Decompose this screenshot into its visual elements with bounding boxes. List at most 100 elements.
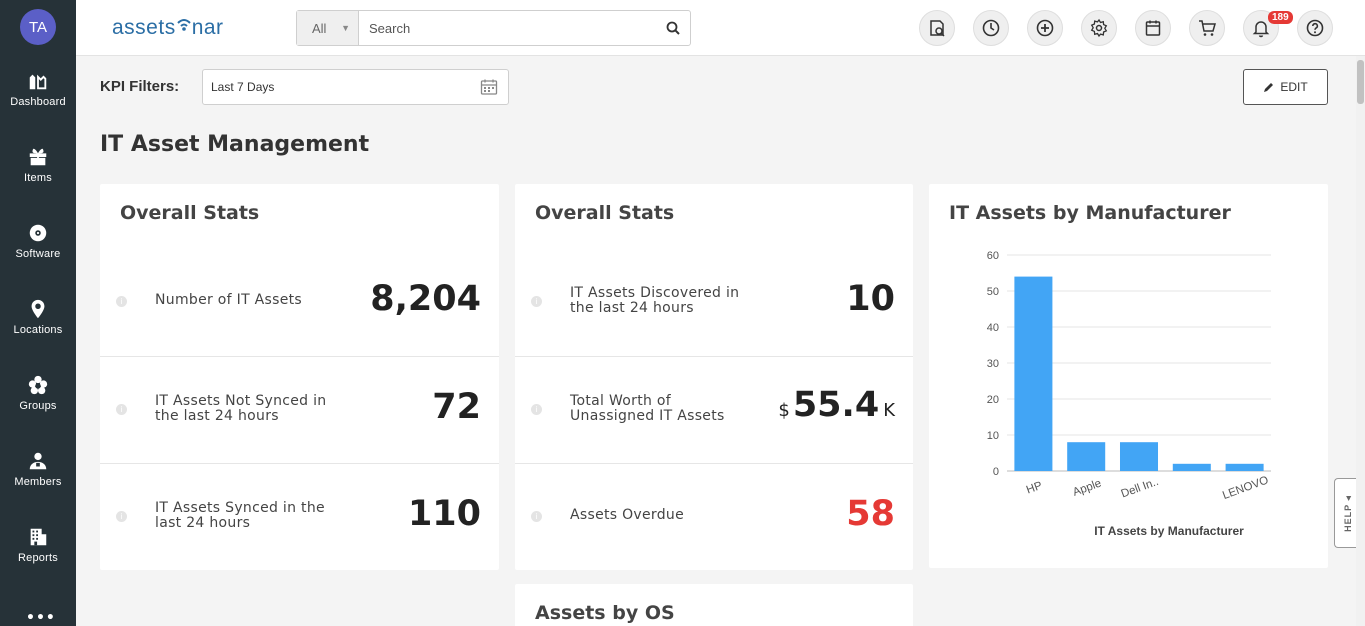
- stat-row: i Number of IT Assets 8,204: [100, 249, 499, 356]
- notification-count-badge: 189: [1268, 11, 1293, 24]
- stat-row: i IT Assets Not Synced in the last 24 ho…: [100, 356, 499, 463]
- help-tab-label: HELP ◂: [1343, 494, 1354, 532]
- stat-value: 58: [846, 494, 895, 534]
- caret-down-icon: ▼: [341, 23, 350, 33]
- info-icon[interactable]: i: [531, 404, 542, 415]
- y-tick-label: 0: [993, 466, 999, 478]
- x-axis-title: IT Assets by Manufacturer: [1094, 524, 1244, 538]
- calendar-icon: [1145, 20, 1161, 36]
- chart-bar: [1014, 276, 1053, 471]
- more-menu-icon[interactable]: •••: [26, 610, 56, 626]
- info-icon[interactable]: i: [531, 296, 542, 307]
- cart-button[interactable]: [1189, 10, 1225, 46]
- sidebar-item-label: Reports: [18, 552, 58, 564]
- members-icon: [29, 452, 47, 470]
- gift-box-icon: [29, 148, 47, 166]
- search-icon: [666, 21, 680, 35]
- app-logo[interactable]: assets nar: [112, 16, 224, 40]
- y-tick-label: 20: [987, 394, 999, 406]
- y-tick-label: 10: [987, 430, 999, 442]
- sonar-logo-icon: [176, 19, 191, 31]
- stat-label: Number of IT Assets: [155, 292, 303, 308]
- sidebar-item-software[interactable]: Software: [0, 222, 76, 282]
- chart-bar: [1119, 442, 1159, 471]
- sidebar-item-label: Software: [15, 248, 61, 260]
- unit-suffix: K: [883, 400, 895, 421]
- y-tick-label: 60: [987, 250, 999, 262]
- stat-row: i IT Assets Synced in the last 24 hours …: [100, 463, 499, 570]
- search-button[interactable]: [656, 11, 690, 45]
- overall-stats-card-2: Overall Stats i IT Assets Discovered in …: [515, 184, 913, 570]
- flower-icon: [28, 375, 48, 395]
- it-assets-by-manufacturer-card: IT Assets by Manufacturer 0 10 20 30 40 50 60 H…: [929, 184, 1328, 568]
- search-filter-dropdown[interactable]: All ▼: [297, 11, 359, 45]
- info-icon[interactable]: i: [116, 511, 127, 522]
- sidebar-item-label: Groups: [19, 400, 57, 412]
- kpi-date-range-picker[interactable]: Last 7 Days: [202, 69, 509, 105]
- search-bar: All ▼: [296, 10, 691, 46]
- page-title: IT Asset Management: [100, 132, 370, 157]
- stat-number: 55.4: [792, 385, 880, 425]
- page-scrollbar[interactable]: [1356, 56, 1365, 626]
- help-icon: [1306, 19, 1324, 37]
- stat-row: i IT Assets Discovered in the last 24 ho…: [515, 249, 913, 356]
- search-filter-value: All: [312, 20, 327, 36]
- sidebar-item-label: Members: [14, 476, 62, 488]
- manufacturer-bar-chart: 0 10 20 30 40 50 60 HP Apple Dell In.. LENOVO IT As…: [987, 250, 1271, 538]
- calendar-button[interactable]: [1135, 10, 1171, 46]
- stat-value: 110: [407, 494, 481, 534]
- assets-by-os-card: Assets by OS: [515, 584, 913, 626]
- stat-label: IT Assets Discovered in the last 24 hour…: [570, 285, 740, 316]
- stat-value: 72: [432, 387, 481, 427]
- chart-bar: [1225, 463, 1264, 471]
- scrollbar-thumb[interactable]: [1357, 60, 1364, 104]
- stat-label: Assets Overdue: [570, 507, 685, 523]
- sidebar-item-members[interactable]: Members: [0, 450, 76, 510]
- y-tick-label: 40: [987, 322, 999, 334]
- building-icon: [30, 528, 47, 546]
- sidebar-item-label: Dashboard: [10, 96, 66, 108]
- add-button[interactable]: [1027, 10, 1063, 46]
- x-tick-label: HP: [1025, 480, 1044, 497]
- y-tick-label: 50: [987, 286, 999, 298]
- sidebar-item-locations[interactable]: Locations: [0, 298, 76, 358]
- sidebar-item-items[interactable]: Items: [0, 146, 76, 206]
- help-button[interactable]: [1297, 10, 1333, 46]
- pencil-icon: [1264, 83, 1274, 92]
- x-tick-label: LENOVO: [1221, 474, 1270, 502]
- info-icon[interactable]: i: [116, 296, 127, 307]
- plus-circle-icon: [1036, 19, 1054, 37]
- stat-value: $55.4 K: [778, 385, 895, 425]
- card-title: Assets by OS: [535, 602, 675, 624]
- gear-icon: [1090, 18, 1108, 38]
- sidebar-item-reports[interactable]: Reports: [0, 526, 76, 586]
- dashboard-icon: [29, 74, 47, 90]
- chart-bar: [1172, 463, 1211, 471]
- currency-prefix: $: [778, 400, 790, 421]
- logo-text-start: assets: [112, 16, 176, 39]
- info-icon[interactable]: i: [531, 511, 542, 522]
- checkout-button[interactable]: [919, 10, 955, 46]
- sidebar-item-label: Items: [24, 172, 52, 184]
- sidebar-item-label: Locations: [13, 324, 63, 336]
- clock-icon: [982, 19, 1000, 37]
- sidebar-item-dashboard[interactable]: Dashboard: [0, 70, 76, 130]
- history-button[interactable]: [973, 10, 1009, 46]
- card-title: Overall Stats: [535, 202, 675, 224]
- search-input[interactable]: [359, 11, 656, 45]
- calendar-icon: [480, 79, 498, 95]
- checkout-icon: [930, 20, 945, 37]
- chart-bar: [1067, 442, 1106, 471]
- sidebar-item-groups[interactable]: Groups: [0, 374, 76, 434]
- edit-dashboard-button[interactable]: EDIT: [1243, 69, 1328, 105]
- map-pin-icon: [31, 299, 45, 319]
- edit-button-label: EDIT: [1280, 80, 1308, 94]
- stat-label: Total Worth of Unassigned IT Assets: [570, 393, 725, 424]
- stat-row: i Total Worth of Unassigned IT Assets $5…: [515, 356, 913, 463]
- settings-button[interactable]: [1081, 10, 1117, 46]
- user-avatar[interactable]: TA: [20, 9, 56, 45]
- stat-value: 8,204: [370, 279, 481, 319]
- kpi-date-range-value: Last 7 Days: [211, 80, 275, 94]
- stat-label: IT Assets Not Synced in the last 24 hour…: [155, 393, 327, 424]
- info-icon[interactable]: i: [116, 404, 127, 415]
